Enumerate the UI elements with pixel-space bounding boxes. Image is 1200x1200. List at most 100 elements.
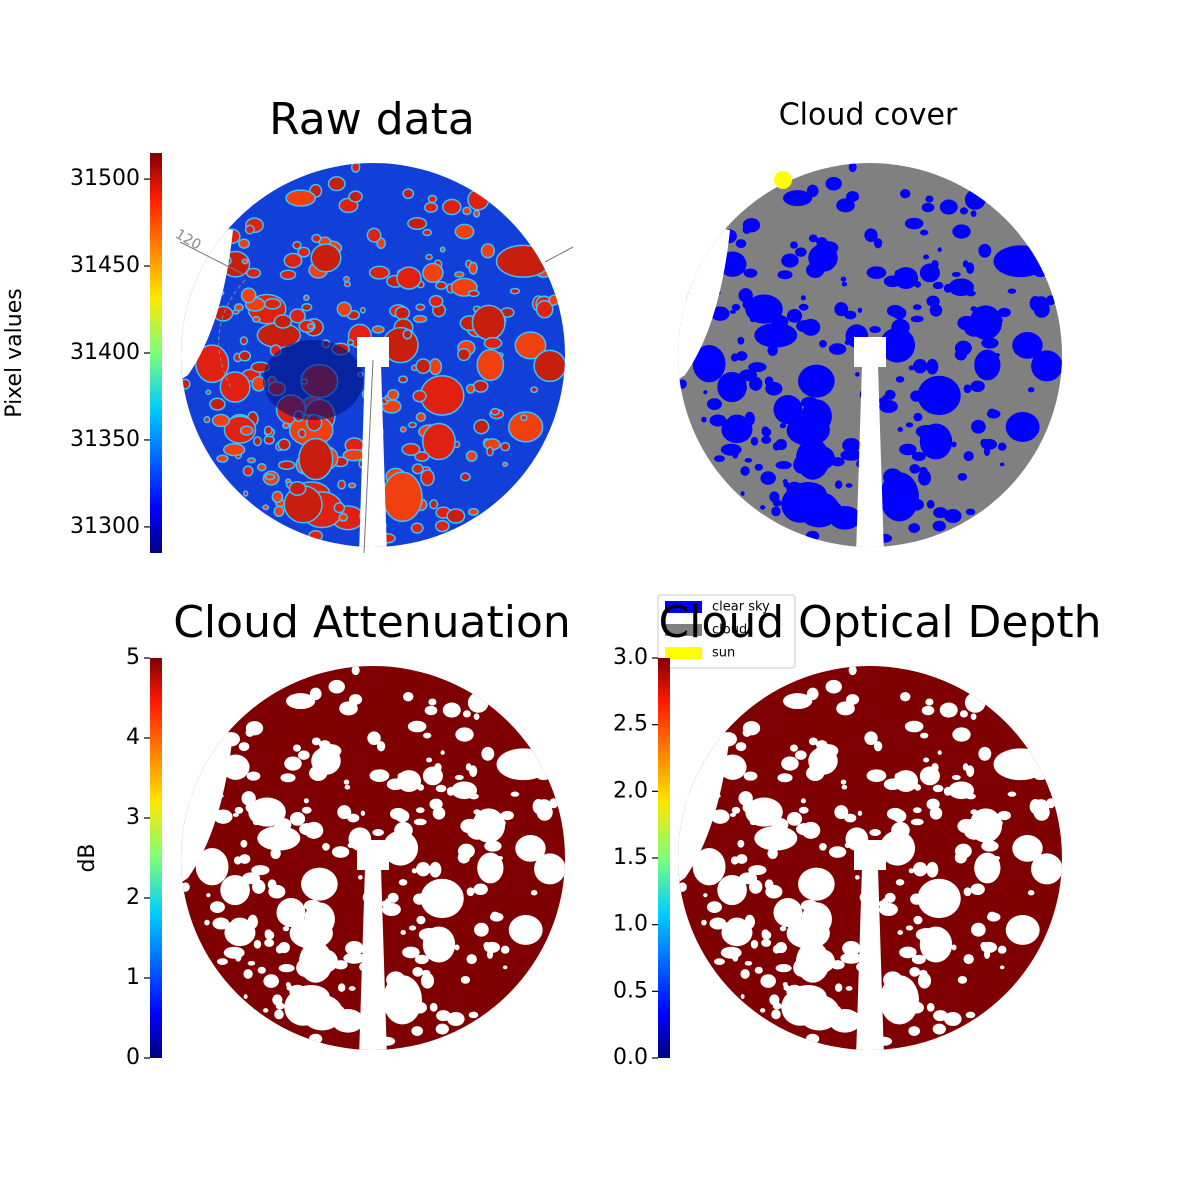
cloud-blob [959,710,968,718]
cloud-blob [736,854,748,864]
cloud-blob [194,344,230,384]
cloud-blob [905,422,914,428]
cloud-blob [913,915,923,925]
cloud-blob [840,276,847,282]
cloud-blob [926,499,935,509]
cloud-blob [951,441,957,448]
cloud-blob [382,471,423,523]
cloud-blob [414,450,430,462]
cloud-blob [1027,387,1035,393]
cloud-blob [769,491,780,503]
cloud-blob [803,917,819,934]
cloud-blob [999,965,1005,970]
cloud-blob [500,945,510,954]
cloud-blob [892,809,907,823]
cloud-blob [474,922,489,937]
cloud-blob [212,917,230,930]
cloud-blob [395,809,410,823]
cloud-blob [422,766,443,786]
cloud-blob [834,302,849,317]
cloud-blob [754,966,763,974]
cloud-blob [740,466,750,476]
cloud-blob [1017,415,1024,421]
cloud-blob [278,941,290,954]
axis-guide [363,359,374,554]
cloud-blob [337,983,346,992]
cloud-blob [828,343,847,355]
cloud-blob [242,762,248,767]
cloud-blob [500,810,514,821]
cloud-blob [343,281,351,288]
cloud-blob [937,750,942,755]
colorbar-tick-label: 5 [126,645,140,670]
cloud-blob [908,868,915,874]
cloud-blob [411,463,424,475]
cloud-blob [978,746,992,761]
cloud-blob [866,266,887,279]
cloud-blob [514,331,547,360]
cloud-blob [844,813,857,823]
cloud-blob [970,210,977,217]
cloud-blob [710,306,730,321]
cloud-blob [459,472,471,482]
colorbar-tick-label: 1.5 [613,845,648,870]
cloud-blob [798,303,809,311]
cloud-blob [484,840,502,852]
cloud-blob [239,854,251,864]
cloud-blob [944,1011,962,1027]
colorbar-tick-label: 2.5 [613,712,648,737]
cloud-blob [970,380,985,393]
cloud-blob [416,807,425,814]
cloud-blob [442,702,461,718]
cloud-blob [284,988,323,1026]
cloud-blob [206,893,211,898]
cloud-blob [808,244,838,272]
cloud-blob [819,843,827,851]
cloud-blob [195,848,229,886]
cloud-blob [775,460,792,470]
cloud-blob [819,340,827,348]
cloud-blob [345,940,364,956]
cloud-blob [462,206,472,216]
cloud-blob [530,890,538,896]
cloud-blob [367,731,381,745]
cloud-blob [223,946,245,959]
cloud-blob [893,267,919,289]
cloud-blob [337,805,352,820]
cloud-blob [472,808,506,843]
cloud-blob [328,679,345,694]
cloud-blob [268,884,286,899]
cloud-blob [349,694,363,705]
cloud-blob [394,306,411,321]
cloud-blob [842,437,861,453]
cloud-blob [270,847,281,859]
cloud-blob [993,245,1048,278]
cloud-blob [908,523,920,533]
cloud-blob [879,975,919,1025]
cloud-blob [387,892,399,903]
legend-swatch [665,647,702,659]
cloud-blob [740,491,745,496]
cloud-blob [419,375,465,416]
cloud-blob [382,902,401,917]
cloud-blob [435,1023,449,1035]
cloud-blob [795,429,803,438]
mask-square [357,840,389,870]
cloud-blob [263,297,282,310]
cloud-blob [761,435,772,444]
cloud-blob [873,238,883,249]
cloud-blob [1007,791,1017,797]
cloud-blob [454,271,465,278]
cloud-blob [749,376,763,391]
cloud-blob [483,941,501,953]
cloud-blob [1012,835,1043,862]
cloud-blob [721,919,753,947]
cloud-blob [963,887,972,897]
cloud-blob [974,349,1001,381]
cloud-blob [963,451,974,462]
cloud-blob [786,481,803,496]
cloud-blob [834,480,843,489]
colorbar-tick-label: 1 [126,965,140,990]
mask-square [854,840,886,870]
colorbar-tick-label: 4 [126,725,140,750]
